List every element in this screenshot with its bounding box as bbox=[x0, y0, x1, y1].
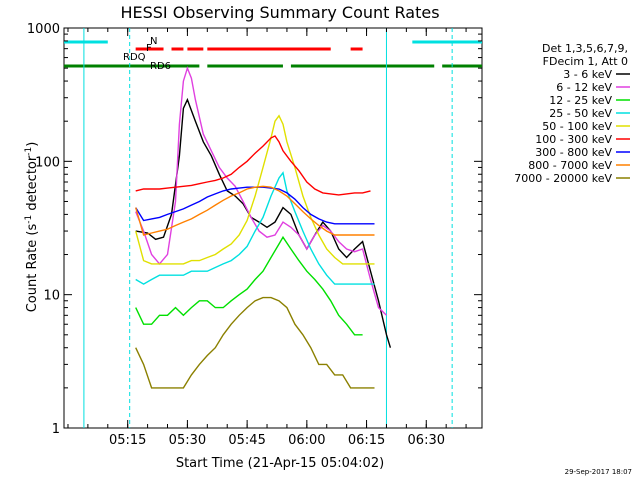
y-tick-label: 1 bbox=[52, 422, 60, 437]
series-line bbox=[135, 114, 375, 265]
legend-label: 300 - 800 keV bbox=[535, 146, 612, 159]
y-axis-label-sup1: -1 bbox=[24, 215, 34, 224]
chart-title: HESSI Observing Summary Count Rates bbox=[120, 3, 439, 22]
footer-timestamp: 29-Sep-2017 18:07 bbox=[565, 468, 632, 476]
x-tick-label: 05:45 bbox=[228, 433, 265, 448]
x-axis-label: Start Time (21-Apr-15 05:04:02) bbox=[176, 456, 384, 471]
legend-label: 7000 - 20000 keV bbox=[514, 172, 612, 185]
y-axis-label-part3: ) bbox=[25, 142, 40, 147]
series-line bbox=[135, 65, 387, 316]
y-tick-label: 100 bbox=[35, 155, 60, 170]
legend-label: 50 - 100 keV bbox=[542, 120, 612, 133]
x-tick-label: 05:15 bbox=[109, 433, 146, 448]
legend-label: 12 - 25 keV bbox=[549, 94, 612, 107]
axes: 1 10 100 1000 05:15 05:30 05:45 06:00 06:15 06:30 bbox=[27, 22, 482, 448]
legend-label: 3 - 6 keV bbox=[563, 68, 612, 81]
y-axis-label-sup2: -1 bbox=[24, 147, 34, 156]
series-line bbox=[135, 186, 375, 225]
y-tick-label: 1000 bbox=[27, 22, 60, 37]
flag-label: F bbox=[146, 43, 152, 54]
series-line bbox=[135, 171, 375, 285]
legend-label: 25 - 50 keV bbox=[549, 107, 612, 120]
legend-label: 800 - 7000 keV bbox=[528, 159, 612, 172]
legend-header-line-2: FDecim 1, Att 0 bbox=[543, 55, 628, 68]
y-axis-label: Count Rate (s-1 detector-1) bbox=[24, 142, 40, 313]
flag-label: RD6 bbox=[150, 61, 171, 72]
y-axis-label-part2: detector bbox=[25, 155, 40, 215]
plot-border bbox=[63, 27, 483, 429]
series-line bbox=[135, 135, 371, 196]
x-tick-label: 06:30 bbox=[408, 433, 445, 448]
legend-header-line-1: Det 1,3,5,6,7,9, bbox=[542, 42, 628, 55]
legend: Det 1,3,5,6,7,9, FDecim 1, Att 0 3 - 6 k… bbox=[514, 42, 630, 185]
series-line bbox=[135, 235, 363, 336]
series-line bbox=[135, 97, 392, 348]
x-tick-label: 05:30 bbox=[169, 433, 206, 448]
vertical-markers bbox=[83, 28, 453, 428]
series-lines bbox=[135, 65, 392, 389]
flag-label: RDQ bbox=[123, 52, 146, 63]
flag-label: N bbox=[150, 36, 157, 47]
legend-label: 6 - 12 keV bbox=[556, 81, 612, 94]
series-line bbox=[135, 185, 375, 236]
y-tick-label: 10 bbox=[43, 289, 60, 304]
x-tick-label: 06:15 bbox=[348, 433, 385, 448]
legend-label: 100 - 300 keV bbox=[535, 133, 612, 146]
plot-area bbox=[63, 27, 483, 429]
y-axis-label-part1: Count Rate (s bbox=[25, 224, 40, 313]
x-tick-label: 06:00 bbox=[288, 433, 325, 448]
series-line bbox=[135, 296, 375, 389]
